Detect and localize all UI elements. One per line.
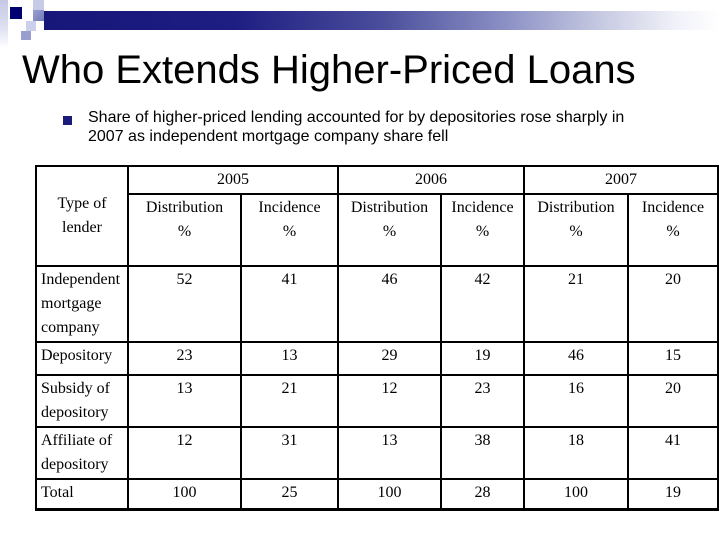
value-cell: 13 bbox=[127, 374, 242, 428]
bullet-item: Share of higher-priced lending accounted… bbox=[63, 108, 654, 146]
row-label: Total bbox=[35, 478, 129, 511]
value-cell: 42 bbox=[440, 265, 525, 343]
value-cell: 20 bbox=[627, 374, 719, 428]
table-row-depository: Depository 23 13 29 19 46 15 bbox=[35, 341, 719, 376]
subheader-label: Incidence bbox=[451, 199, 514, 216]
value-cell: 100 bbox=[337, 478, 442, 511]
table-row-subsidy-of-depository: Subsidy of depository 13 21 12 23 16 20 bbox=[35, 374, 719, 428]
value-cell: 41 bbox=[240, 265, 339, 343]
year-header-2005: 2005 bbox=[127, 165, 339, 195]
table-row-total: Total 100 25 100 28 100 19 bbox=[35, 478, 719, 511]
value-cell: 21 bbox=[523, 265, 629, 343]
value-cell: 13 bbox=[337, 426, 442, 480]
subheader-unit: % bbox=[382, 223, 397, 240]
value-cell: 15 bbox=[627, 341, 719, 376]
medium-square-icon bbox=[21, 31, 31, 40]
value-cell: 23 bbox=[127, 341, 242, 376]
subheader-cell: Distribution % bbox=[127, 193, 242, 267]
value-cell: 18 bbox=[523, 426, 629, 480]
subheader-cell: Distribution % bbox=[523, 193, 629, 267]
value-cell: 41 bbox=[627, 426, 719, 480]
row-label: Subsidy of depository bbox=[35, 374, 129, 428]
value-cell: 25 bbox=[240, 478, 339, 511]
square-bullet-icon bbox=[63, 116, 72, 125]
medium-square-icon bbox=[33, 10, 44, 21]
value-cell: 100 bbox=[127, 478, 242, 511]
subheader-unit: % bbox=[177, 223, 192, 240]
light-square-icon bbox=[33, 0, 44, 10]
subheader-cell: Incidence % bbox=[240, 193, 339, 267]
value-cell: 13 bbox=[240, 341, 339, 376]
value-cell: 16 bbox=[523, 374, 629, 428]
value-cell: 52 bbox=[127, 265, 242, 343]
value-cell: 20 bbox=[627, 265, 719, 343]
year-header-2007: 2007 bbox=[523, 165, 719, 195]
subheader-label: Distribution bbox=[145, 199, 224, 216]
table-row-years: Type of lender 2005 2006 2007 bbox=[35, 165, 719, 267]
header-gradient-bar bbox=[44, 11, 720, 30]
value-cell: 12 bbox=[127, 426, 242, 480]
corner-header-cell: Type of lender bbox=[35, 165, 129, 267]
value-cell: 23 bbox=[440, 374, 525, 428]
value-cell: 12 bbox=[337, 374, 442, 428]
subheader-cell: Incidence % bbox=[627, 193, 719, 267]
subheader-unit: % bbox=[282, 223, 297, 240]
value-cell: 19 bbox=[627, 478, 719, 511]
subheader-unit: % bbox=[666, 223, 680, 240]
subheader-label: Incidence bbox=[641, 199, 705, 216]
left-edge-gradient-decoration bbox=[0, 0, 8, 48]
navy-square-icon bbox=[10, 7, 22, 19]
value-cell: 19 bbox=[440, 341, 525, 376]
value-cell: 100 bbox=[523, 478, 629, 511]
slide-title: Who Extends Higher-Priced Loans bbox=[22, 48, 636, 92]
table-row-affiliate-of-depository: Affiliate of depository 12 31 13 38 18 4… bbox=[35, 426, 719, 480]
bullet-text: Share of higher-priced lending accounted… bbox=[88, 109, 625, 145]
value-cell: 38 bbox=[440, 426, 525, 480]
value-cell: 21 bbox=[240, 374, 339, 428]
year-header-2006: 2006 bbox=[337, 165, 525, 195]
light-square-icon bbox=[26, 21, 36, 31]
table-row-independent-mortgage-company: Independent mortgage company 52 41 46 42… bbox=[35, 265, 719, 343]
row-label: Affiliate of depository bbox=[35, 426, 129, 480]
value-cell: 46 bbox=[337, 265, 442, 343]
subheader-label: Distribution bbox=[350, 199, 429, 216]
subheader-cell: Incidence % bbox=[440, 193, 525, 267]
subheader-cell: Distribution % bbox=[337, 193, 442, 267]
subheader-label: Distribution bbox=[537, 199, 615, 216]
table-row-subheaders: Distribution % Incidence % Distribution … bbox=[36, 193, 719, 267]
value-cell: 28 bbox=[440, 478, 525, 511]
subheader-unit: % bbox=[569, 223, 583, 240]
row-label: Depository bbox=[35, 341, 129, 376]
higher-priced-loans-table: Type of lender 2005 2006 2007 Distributi… bbox=[35, 165, 719, 511]
subheader-unit: % bbox=[475, 223, 490, 240]
subheader-label: Incidence bbox=[258, 199, 321, 216]
value-cell: 29 bbox=[337, 341, 442, 376]
row-label: Independent mortgage company bbox=[35, 265, 129, 343]
value-cell: 31 bbox=[240, 426, 339, 480]
value-cell: 46 bbox=[523, 341, 629, 376]
